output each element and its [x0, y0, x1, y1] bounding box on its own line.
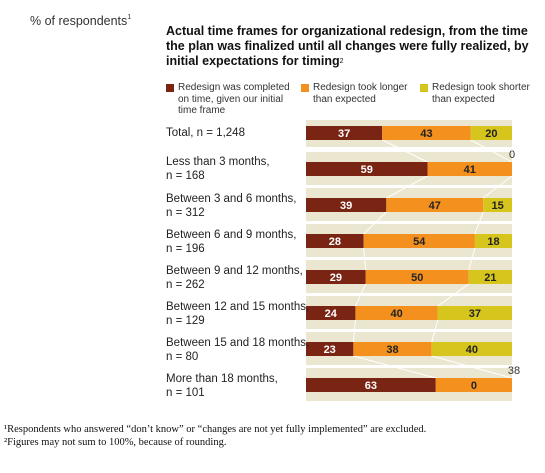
bar-segment-shorter: [437, 306, 512, 320]
bar-segment-longer: [386, 198, 484, 212]
data-label: 0: [509, 149, 515, 161]
legend-swatch-shorter: [420, 84, 428, 92]
bar-segment-longer: [435, 378, 512, 392]
row-label-15-18: Between 15 and 18 months, n = 80: [166, 337, 310, 363]
data-label: 23: [324, 344, 336, 356]
data-label: 47: [429, 200, 441, 212]
bar-segment-shorter: [470, 126, 512, 140]
bar-segment-on-time: [306, 126, 383, 140]
data-label: 29: [330, 272, 342, 284]
data-label: 24: [325, 308, 338, 320]
data-label: 37: [338, 128, 350, 140]
data-label: 59: [361, 164, 373, 176]
bar-segment-shorter: [483, 198, 512, 212]
bar-segment-longer: [427, 162, 512, 176]
data-label: 40: [391, 308, 403, 320]
data-label: 15: [491, 200, 503, 212]
data-label: 39: [340, 200, 352, 212]
bar-segment-on-time: [306, 342, 354, 356]
legend-item-longer: Redesign took longer than expected: [313, 82, 408, 105]
row-label-total: Total, n = 1,248: [166, 127, 245, 139]
data-label: 18: [487, 236, 499, 248]
bar-segment-shorter: [474, 234, 512, 248]
legend-item-shorter: Redesign took shorter than expected: [432, 82, 530, 105]
data-label: 28: [329, 236, 341, 248]
data-label: 63: [365, 380, 377, 392]
data-label: 38: [508, 365, 520, 377]
bar-segment-longer: [363, 234, 475, 248]
legend-swatch-on-time: [166, 84, 174, 92]
row-label-6-9: Between 6 and 9 months, n = 196: [166, 229, 297, 255]
row-label-12-15: Between 12 and 15 months, n = 129: [166, 301, 310, 327]
data-label: 40: [466, 344, 478, 356]
bar-segment-on-time: [306, 162, 428, 176]
data-label: 37: [469, 308, 481, 320]
data-label: 21: [484, 272, 496, 284]
legend-swatch-longer: [301, 84, 309, 92]
data-label: 50: [411, 272, 423, 284]
bar-segment-longer: [355, 306, 438, 320]
footnote-1: ¹Respondents who answered “don’t know” o…: [4, 424, 427, 435]
bar-segment-shorter: [431, 342, 512, 356]
footnote-2: ²Figures may not sum to 100%, because of…: [4, 437, 227, 448]
row-label-lt3: Less than 3 months, n = 168: [166, 156, 270, 182]
data-label: 38: [386, 344, 398, 356]
respondents-label: % of respondents1: [30, 14, 132, 28]
bar-segment-longer: [382, 126, 471, 140]
bar-segment-longer: [365, 270, 469, 284]
row-label-3-6: Between 3 and 6 months, n = 312: [166, 193, 297, 219]
bar-segment-shorter: [468, 270, 512, 284]
data-label: 0: [471, 380, 477, 392]
bar-segment-on-time: [306, 270, 366, 284]
bar-segment-on-time: [306, 234, 364, 248]
bar-segment-on-time: [306, 378, 436, 392]
data-label: 20: [485, 128, 497, 140]
chart-title: Actual time frames for organizational re…: [166, 24, 529, 68]
legend-item-on-time: Redesign was completed on time, given ou…: [178, 82, 290, 116]
bar-segment-longer: [353, 342, 432, 356]
bar-segment-on-time: [306, 306, 356, 320]
data-label: 41: [464, 164, 476, 176]
data-label: 54: [413, 236, 426, 248]
row-label-9-12: Between 9 and 12 months, n = 262: [166, 265, 303, 291]
bar-segment-on-time: [306, 198, 387, 212]
row-label-gt18: More than 18 months, n = 101: [166, 373, 278, 399]
data-label: 43: [420, 128, 432, 140]
